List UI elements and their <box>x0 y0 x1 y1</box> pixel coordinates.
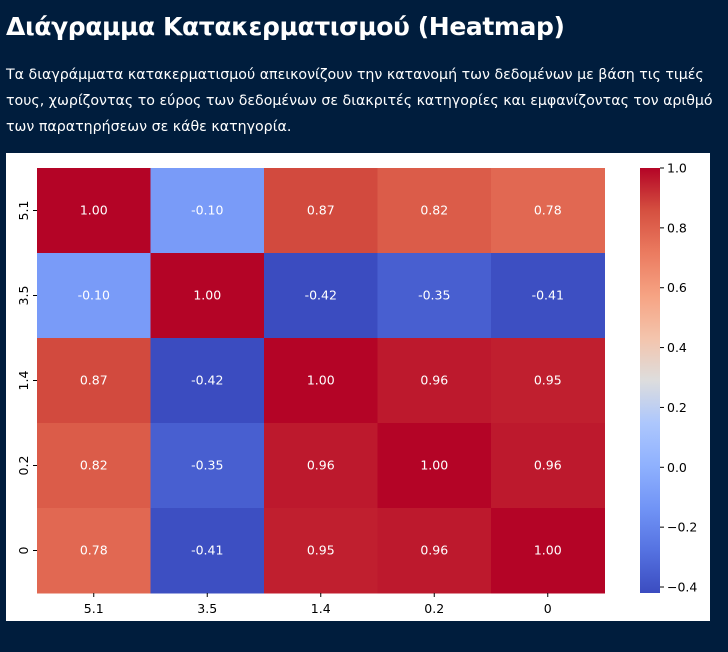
colorbar-tick-label: 0.0 <box>667 460 687 475</box>
heatmap-cell <box>37 423 151 509</box>
heatmap-cells <box>37 168 605 594</box>
x-tick-label: 0.2 <box>424 601 444 616</box>
heatmap-cell <box>150 253 265 339</box>
cell-value-label: 1.00 <box>534 543 562 558</box>
colorbar-tick-label: 0.6 <box>667 280 687 295</box>
colorbar-tick-label: 1.0 <box>667 161 687 176</box>
colorbar: −0.4 −0.2 0.0 0.2 0.4 0.6 0.8 1.0 <box>640 161 697 595</box>
cell-value-label: 0.87 <box>307 203 335 218</box>
x-tick-label: 5.1 <box>84 601 104 616</box>
chart-figure: 1.00 -0.10 0.87 0.82 0.78 -0.10 1.00 -0.42 -0.35… <box>6 153 710 621</box>
heatmap-cell <box>37 338 151 424</box>
heatmap-cell <box>491 338 605 424</box>
cell-value-label: 0.96 <box>307 458 335 473</box>
cell-value-label: 1.00 <box>420 458 448 473</box>
cell-value-label: 0.96 <box>534 458 562 473</box>
heatmap-cell <box>264 338 378 424</box>
y-tick-label: 0 <box>16 546 31 554</box>
cell-value-label: 0.95 <box>534 373 562 388</box>
heatmap-cell <box>264 423 378 509</box>
heatmap-cell <box>491 168 605 254</box>
cell-value-label: 0.82 <box>80 458 108 473</box>
heatmap-cell <box>264 508 378 594</box>
heatmap-cell <box>150 168 265 254</box>
cell-value-label: 0.96 <box>420 373 448 388</box>
cell-value-label: -0.35 <box>191 458 223 473</box>
page-description: Τα διαγράμματα κατακερματισμού απεικονίζ… <box>6 67 713 135</box>
x-tick-label: 3.5 <box>197 601 217 616</box>
heatmap-cell <box>150 508 265 594</box>
heatmap-cell <box>37 253 151 339</box>
heatmap-cell <box>491 423 605 509</box>
heatmap-cell <box>377 423 492 509</box>
x-tick-label: 1.4 <box>311 601 331 616</box>
heatmap-cell <box>377 168 492 254</box>
colorbar-tick-label: 0.4 <box>667 340 687 355</box>
colorbar-tick-label: 0.2 <box>667 400 687 415</box>
cell-value-label: 0.78 <box>80 543 108 558</box>
x-tick-label: 0 <box>544 601 552 616</box>
heatmap-cell <box>264 168 378 254</box>
heatmap-cell <box>377 338 492 424</box>
cell-value-label: -0.41 <box>532 288 564 303</box>
cell-value-label: 0.96 <box>420 543 448 558</box>
heatmap-cell <box>377 508 492 594</box>
cell-value-label: -0.42 <box>305 288 337 303</box>
heatmap-cell <box>377 253 492 339</box>
heatmap-cell <box>150 338 265 424</box>
heatmap-cell <box>37 508 151 594</box>
heatmap-cell <box>491 508 605 594</box>
y-axis: 5.1 3.5 1.4 0.2 0 <box>16 201 37 554</box>
heatmap-cell <box>37 168 151 254</box>
cell-value-label: 1.00 <box>307 373 335 388</box>
colorbar-gradient <box>640 168 660 593</box>
colorbar-tick-label: −0.2 <box>667 520 697 535</box>
heatmap-chart: 1.00 -0.10 0.87 0.82 0.78-0.10 1.00 -0.42 -0.35… <box>16 161 697 617</box>
cell-value-label: -0.10 <box>191 203 223 218</box>
cell-value-label: 1.00 <box>193 288 221 303</box>
page-title: Διάγραμμα Κατακερματισμού (Heatmap) <box>6 12 565 41</box>
heatmap-cell <box>491 253 605 339</box>
heatmap-cell <box>150 423 265 509</box>
heatmap-annotations: 1.00 -0.10 0.87 0.82 0.78 -0.10 1.00 -0.42 -0.35… <box>78 203 564 558</box>
colorbar-tick-label: 0.8 <box>667 220 687 235</box>
x-axis: 5.1 3.5 1.4 0.2 0 <box>84 593 552 616</box>
cell-value-label: -0.10 <box>78 288 110 303</box>
y-tick-label: 5.1 <box>16 201 31 221</box>
cell-value-label: -0.41 <box>191 543 223 558</box>
heatmap-cell <box>264 253 378 339</box>
cell-value-label: -0.35 <box>418 288 450 303</box>
y-tick-label: 0.2 <box>16 456 31 476</box>
cell-value-label: 0.82 <box>420 203 448 218</box>
colorbar-tick-label: −0.4 <box>667 580 697 595</box>
y-tick-label: 1.4 <box>16 371 31 391</box>
cell-value-label: 1.00 <box>80 203 108 218</box>
y-tick-label: 3.5 <box>16 286 31 306</box>
cell-value-label: 0.95 <box>307 543 335 558</box>
cell-value-label: 0.87 <box>80 373 108 388</box>
cell-value-label: 0.78 <box>534 203 562 218</box>
cell-value-label: -0.42 <box>191 373 223 388</box>
